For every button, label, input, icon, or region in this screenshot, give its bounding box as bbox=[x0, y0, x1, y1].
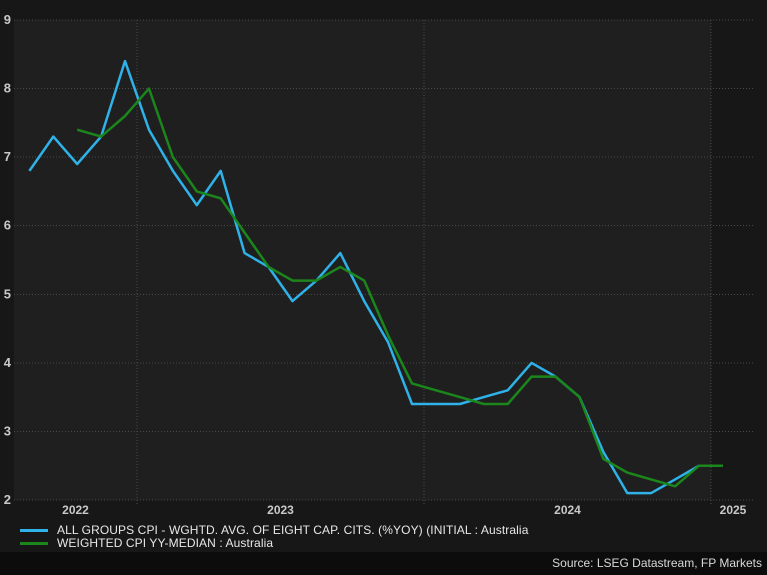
legend-line-swatch-green bbox=[20, 542, 48, 545]
x-axis-label: 2025 bbox=[720, 503, 747, 517]
legend-label-all-groups-cpi: ALL GROUPS CPI - WGHTD. AVG. OF EIGHT CA… bbox=[57, 523, 529, 537]
y-axis-label: 8 bbox=[4, 81, 11, 96]
legend-item-all-groups-cpi: ALL GROUPS CPI - WGHTD. AVG. OF EIGHT CA… bbox=[20, 524, 528, 537]
plot-area bbox=[14, 20, 711, 500]
y-axis-label: 3 bbox=[4, 423, 11, 438]
y-axis-label: 6 bbox=[4, 218, 11, 233]
source-text: Source: LSEG Datastream, FP Markets bbox=[552, 556, 762, 570]
legend: ALL GROUPS CPI - WGHTD. AVG. OF EIGHT CA… bbox=[20, 524, 528, 550]
legend-item-weighted-median: WEIGHTED CPI YY-MEDIAN : Australia bbox=[20, 537, 528, 550]
series-line-all-groups-cpi bbox=[28, 59, 723, 495]
cpi-line-chart: 9 8 7 6 5 4 3 2 2022 2023 2024 2025 bbox=[4, 12, 755, 517]
y-axis-label: 5 bbox=[4, 286, 11, 301]
y-axis-label: 7 bbox=[4, 149, 11, 164]
legend-line-swatch-blue bbox=[20, 529, 48, 532]
y-axis-label: 2 bbox=[4, 492, 11, 507]
y-axis-label: 9 bbox=[4, 12, 11, 27]
source-strip: Source: LSEG Datastream, FP Markets bbox=[0, 552, 767, 575]
legend-label-weighted-median: WEIGHTED CPI YY-MEDIAN : Australia bbox=[57, 536, 274, 550]
x-axis-label: 2023 bbox=[267, 503, 294, 517]
series-line-weighted-median bbox=[76, 87, 723, 488]
y-axis-label: 4 bbox=[4, 355, 12, 370]
x-axis-label: 2022 bbox=[62, 503, 89, 517]
x-axis-label: 2024 bbox=[554, 503, 581, 517]
